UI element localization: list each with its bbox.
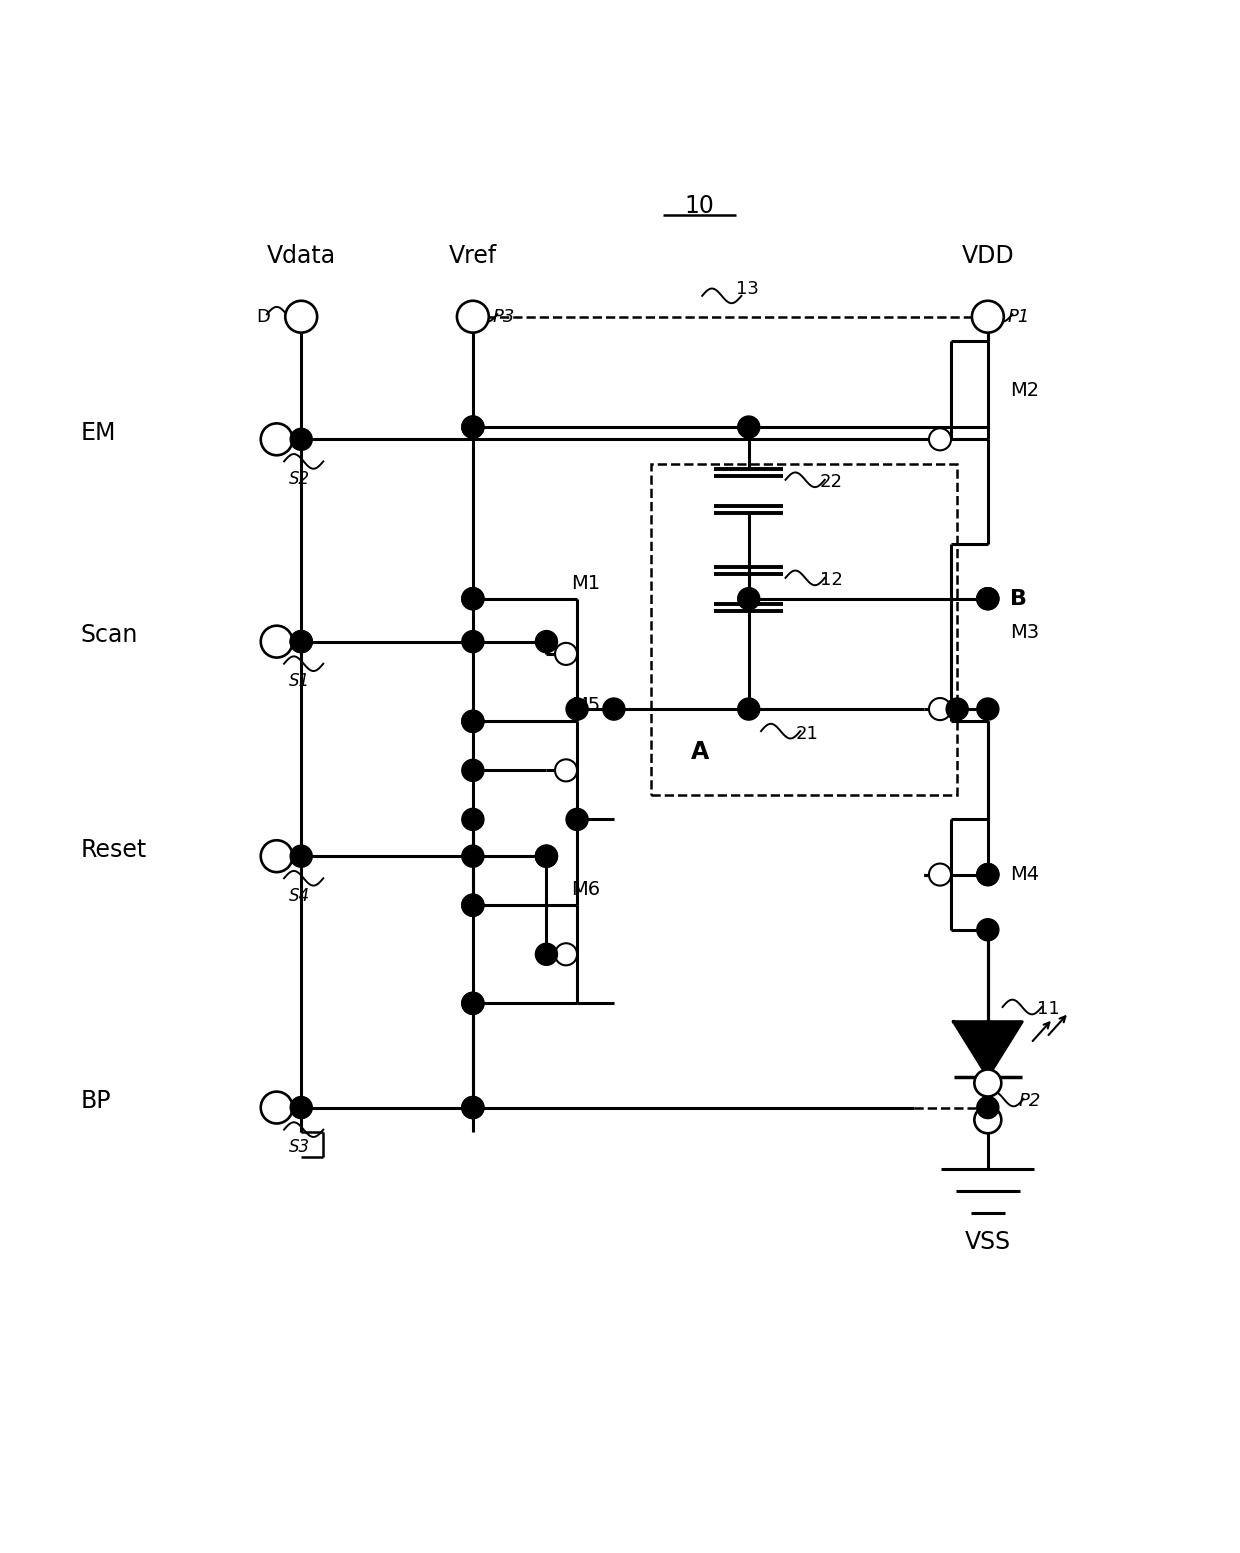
Circle shape: [556, 643, 577, 665]
Circle shape: [556, 943, 577, 966]
Circle shape: [260, 424, 293, 455]
Text: VDD: VDD: [961, 244, 1014, 267]
Text: S3: S3: [289, 1138, 310, 1155]
Circle shape: [738, 416, 760, 438]
Text: 13: 13: [737, 281, 759, 298]
Circle shape: [929, 697, 951, 721]
Circle shape: [565, 809, 588, 831]
Text: D: D: [257, 307, 270, 326]
Text: 12: 12: [820, 572, 843, 589]
Circle shape: [977, 863, 999, 885]
Circle shape: [603, 697, 625, 721]
Text: S4: S4: [289, 887, 310, 905]
Circle shape: [929, 429, 951, 450]
Text: M5: M5: [570, 696, 600, 716]
Text: VSS: VSS: [965, 1230, 1011, 1255]
Text: B: B: [1009, 589, 1027, 609]
Circle shape: [975, 1070, 1002, 1096]
Circle shape: [977, 587, 999, 610]
Text: P2: P2: [1018, 1092, 1040, 1110]
Circle shape: [536, 845, 558, 867]
Circle shape: [556, 759, 577, 781]
Circle shape: [977, 697, 999, 721]
Text: M4: M4: [1009, 865, 1039, 884]
Text: A: A: [691, 741, 709, 764]
Circle shape: [536, 943, 558, 966]
Circle shape: [461, 992, 484, 1014]
Text: 22: 22: [820, 474, 843, 491]
Circle shape: [461, 1096, 484, 1118]
Text: Vdata: Vdata: [267, 244, 336, 267]
Circle shape: [290, 429, 312, 450]
Circle shape: [977, 587, 999, 610]
Text: Reset: Reset: [81, 839, 146, 862]
Text: M2: M2: [1009, 380, 1039, 399]
Text: M6: M6: [570, 881, 600, 899]
Circle shape: [536, 845, 558, 867]
Text: 10: 10: [684, 194, 714, 219]
Circle shape: [738, 587, 760, 610]
Circle shape: [461, 759, 484, 781]
Circle shape: [461, 809, 484, 831]
Circle shape: [290, 631, 312, 652]
Text: 11: 11: [1037, 1000, 1060, 1019]
Text: P1: P1: [1007, 307, 1030, 326]
Circle shape: [260, 840, 293, 873]
Circle shape: [461, 895, 484, 916]
Text: 21: 21: [795, 725, 818, 742]
Circle shape: [461, 1096, 484, 1118]
Circle shape: [946, 697, 968, 721]
Circle shape: [290, 1096, 312, 1118]
Text: Vref: Vref: [449, 244, 497, 267]
Circle shape: [975, 1106, 1002, 1134]
Circle shape: [977, 919, 999, 941]
Circle shape: [977, 1096, 999, 1118]
Circle shape: [461, 895, 484, 916]
Circle shape: [461, 845, 484, 867]
Circle shape: [536, 631, 558, 652]
Circle shape: [461, 710, 484, 733]
Circle shape: [738, 697, 760, 721]
Circle shape: [977, 863, 999, 885]
Circle shape: [461, 631, 484, 652]
Text: S1: S1: [289, 672, 310, 690]
Circle shape: [290, 631, 312, 652]
Circle shape: [929, 863, 951, 885]
Text: M3: M3: [1009, 623, 1039, 641]
Polygon shape: [954, 1022, 1022, 1076]
Circle shape: [461, 587, 484, 610]
Circle shape: [456, 301, 489, 332]
Text: EM: EM: [81, 421, 115, 446]
Text: M1: M1: [570, 573, 600, 593]
Circle shape: [290, 845, 312, 867]
Circle shape: [461, 416, 484, 438]
Circle shape: [461, 992, 484, 1014]
Circle shape: [260, 1092, 293, 1123]
Circle shape: [285, 301, 317, 332]
Circle shape: [461, 710, 484, 733]
Circle shape: [461, 587, 484, 610]
Circle shape: [461, 416, 484, 438]
Circle shape: [260, 626, 293, 657]
Text: BP: BP: [81, 1089, 112, 1114]
Text: Scan: Scan: [81, 623, 138, 648]
Text: S2: S2: [289, 471, 310, 488]
Circle shape: [972, 301, 1003, 332]
Text: P3: P3: [492, 307, 515, 326]
Circle shape: [565, 697, 588, 721]
